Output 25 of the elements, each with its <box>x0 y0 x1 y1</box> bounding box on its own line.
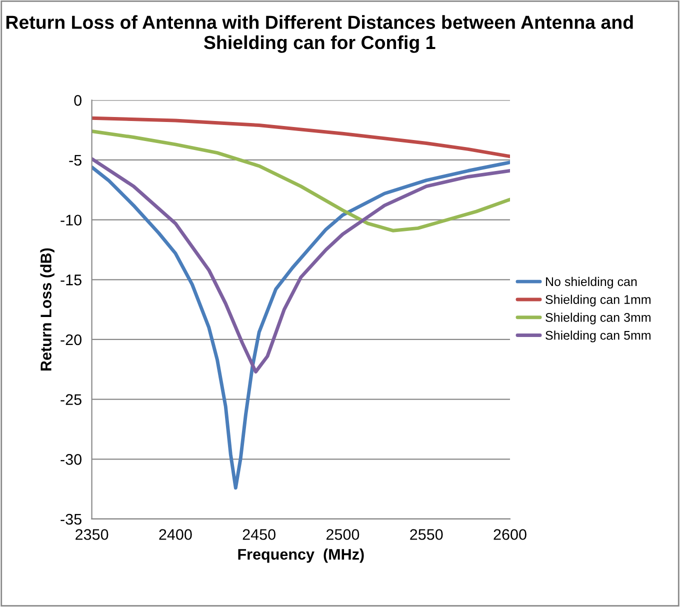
y-tick-label: -35 <box>60 514 82 525</box>
x-tick-label: 2600 <box>494 529 526 540</box>
line-series <box>92 116 510 158</box>
y-tick-label: -25 <box>60 394 82 406</box>
y-tick-label: -30 <box>60 454 82 465</box>
x-tick-label: 2550 <box>410 529 443 540</box>
legend-label: No shielding can <box>546 276 637 289</box>
y-tick-label: -10 <box>60 214 82 226</box>
y-tick-label: 0 <box>74 95 82 106</box>
legend-label: Shielding can 3mm <box>546 312 650 324</box>
x-tick-label: 2450 <box>242 529 276 540</box>
legend-label: Shielding can 1mm <box>546 294 650 306</box>
legend-label: Shielding can 5mm <box>546 330 650 342</box>
y-axis-title: Return Loss (dB) <box>40 248 54 370</box>
line-series <box>92 157 510 374</box>
x-axis-title: Frequency (MHz) <box>238 548 364 563</box>
x-tick-label: 2500 <box>326 529 360 540</box>
line-series <box>92 160 510 490</box>
chart-title: Return Loss of Antenna with Different Distances between Antenna and Shielding can for Config 1 <box>6 15 633 53</box>
x-tick-label: 2400 <box>159 529 192 540</box>
y-tick-label: -20 <box>60 334 82 346</box>
y-tick-label: -15 <box>60 274 82 286</box>
y-tick-label: -5 <box>69 155 82 166</box>
line-series <box>92 130 510 232</box>
x-tick-label: 2350 <box>76 529 108 540</box>
